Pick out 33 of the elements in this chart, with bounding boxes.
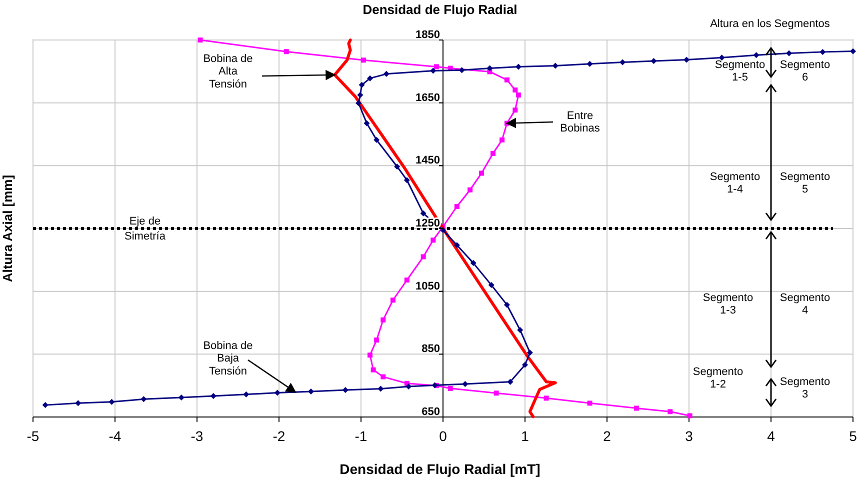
chart-title: Densidad de Flujo Radial — [362, 2, 518, 17]
annotation: Segmento 3 — [780, 376, 830, 401]
annotation: Segmento 1-3 — [702, 292, 754, 317]
annotation: Bobina de Baja Tensión — [203, 340, 253, 378]
x-tick-label: -3 — [190, 428, 204, 444]
x-tick-label: 3 — [685, 428, 694, 444]
y-tick-label: 850 — [422, 343, 440, 356]
y-tick-label: 1650 — [416, 92, 440, 104]
x-tick-label: -2 — [272, 428, 286, 444]
x-tick-label: -5 — [26, 428, 40, 444]
x-tick-label: 4 — [767, 428, 776, 444]
annotation: Segmento 6 — [780, 59, 830, 84]
annotation: Segmento 1-2 — [692, 366, 744, 391]
y-tick-label: 1850 — [416, 29, 440, 41]
x-tick-label: -1 — [354, 428, 368, 444]
ref-line-label: Eje de Simetría — [124, 216, 166, 242]
annotation: Bobina de Alta Tensión — [203, 53, 253, 90]
x-tick-label: 0 — [439, 428, 448, 444]
annotation: Segmento 1-5 — [714, 59, 766, 84]
y-tick-label: 1450 — [416, 154, 440, 167]
x-tick-label: 5 — [849, 428, 858, 444]
annotation: Segmento 4 — [780, 292, 830, 317]
x-tick-label: 1 — [521, 428, 530, 444]
annotation: Segmento 1-4 — [710, 171, 760, 196]
y-axis-title: Altura Axial [mm] — [0, 174, 15, 282]
annotation: Entre Bobinas — [560, 110, 600, 135]
y-tick-label: 1050 — [416, 280, 440, 292]
annotation: Segmento 5 — [780, 171, 830, 196]
text: Altura en los Segmentos — [710, 18, 830, 30]
x-tick-label: 2 — [603, 428, 612, 444]
x-axis-title: Densidad de Flujo Radial [mT] — [340, 461, 540, 477]
x-tick-label: -4 — [108, 428, 122, 444]
y-tick-label: 650 — [422, 406, 440, 418]
